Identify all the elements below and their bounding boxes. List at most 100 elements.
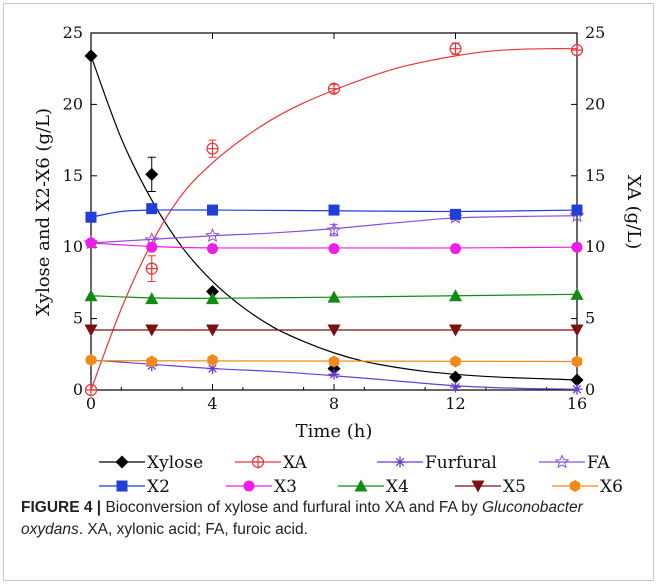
fa-point (205, 227, 220, 243)
x2-point (571, 204, 583, 216)
legend-marker-x6 (569, 480, 581, 492)
x5-point (327, 324, 341, 337)
caption-species: Gluconobacter oxydans (21, 499, 583, 538)
furfural-point (450, 381, 461, 393)
legend-label-furfural: Furfural (425, 453, 497, 473)
xylose-point (145, 167, 159, 181)
x2-point (450, 208, 461, 220)
xa-fit-line (90, 48, 578, 391)
xa-point (84, 383, 98, 397)
x6-point (571, 355, 583, 368)
legend-marker-furfural (394, 456, 406, 468)
x3-point (328, 243, 340, 255)
legend-marker-fa (554, 454, 570, 469)
legend-label-x4: X4 (386, 477, 409, 495)
x-tick-label: 8 (329, 394, 339, 413)
x5-point (84, 324, 98, 337)
xylose-point (84, 49, 98, 63)
xa-point (145, 262, 158, 276)
xylose-point (449, 370, 462, 384)
legend-item-x2: X2 (99, 477, 170, 495)
x5-point (449, 324, 462, 337)
x-tick-label: 0 (86, 394, 96, 413)
y2-tick-label: 10 (585, 237, 605, 256)
legend-item-xylose: Xylose (99, 453, 203, 473)
y2-tick-label: 5 (585, 309, 595, 328)
xa-point (327, 82, 341, 96)
x4-point (84, 289, 98, 302)
legend-item-furfural: Furfural (377, 453, 497, 473)
fa-point (326, 222, 342, 237)
x2-point (328, 204, 340, 216)
figure-caption: FIGURE 4 | Bioconversion of xylose and f… (21, 497, 641, 541)
x6-point (207, 354, 218, 367)
x6-point (146, 355, 157, 368)
legend-label-xa: XA (283, 453, 307, 473)
legend-item-x4: X4 (338, 477, 409, 495)
x-tick-label: 16 (567, 394, 587, 413)
x-axis-title: Time (h) (296, 421, 373, 442)
xa-point (449, 42, 462, 56)
x5-point (145, 324, 159, 337)
legend-marker-x3 (243, 480, 255, 492)
xylose-point (206, 284, 219, 298)
furfural-point (571, 383, 583, 395)
figure-label: FIGURE 4 | (21, 499, 102, 516)
x2-point (146, 203, 158, 215)
x6-point (85, 354, 97, 367)
xylose-fit-line (90, 55, 578, 381)
legend-marker-x5 (471, 480, 485, 493)
caption-text-end: . XA, xylonic acid; FA, furoic acid. (78, 521, 308, 538)
y-tick-label: 25 (63, 23, 83, 42)
y-tick-label: 10 (63, 237, 83, 256)
fit-curves (90, 48, 578, 391)
x-tick-label: 12 (445, 394, 465, 413)
x5-point (570, 324, 584, 337)
x2-point (207, 204, 218, 216)
legend-item-xa: XA (235, 453, 307, 473)
xa-point (206, 142, 219, 156)
y-tick-label: 15 (63, 166, 83, 185)
y2-tick-label: 0 (585, 380, 595, 399)
furfural-point (328, 368, 340, 380)
x4-point (327, 290, 341, 303)
x2-fit-line (90, 209, 578, 218)
legend-item-x5: X5 (455, 477, 526, 495)
legend-label-xylose: Xylose (147, 453, 203, 473)
legend-item-x6: X6 (552, 477, 623, 495)
legend-label-x2: X2 (147, 477, 170, 495)
x5-point (206, 324, 219, 337)
x6-point (328, 355, 340, 368)
x4-point (145, 292, 159, 305)
y2-tick-label: 15 (585, 166, 605, 185)
legend: Xylose XA Furfural FA X2 X3 X4 X5 X6 (99, 453, 623, 495)
legend-marker-xylose (115, 455, 129, 469)
y2-tick-label: 25 (585, 23, 605, 42)
figure-frame (3, 3, 654, 581)
x4-point (570, 287, 584, 300)
fa-error-bar (330, 223, 338, 237)
x6-point (450, 355, 461, 368)
y2-axis-title: XA (g/L) (623, 175, 644, 249)
x4-point (449, 289, 462, 302)
legend-label-x3: X3 (274, 477, 297, 495)
xa-point (570, 43, 584, 57)
x3-point (450, 243, 461, 255)
x2-point (85, 211, 97, 223)
furfural-point (207, 363, 218, 375)
x4-point (206, 292, 219, 305)
y-tick-label: 20 (63, 94, 83, 113)
x3-point (207, 243, 218, 255)
x-tick-label: 4 (207, 394, 217, 413)
caption-text-start: Bioconversion of xylose and furfural int… (101, 499, 482, 516)
data-points (83, 42, 585, 397)
legend-label-x5: X5 (503, 477, 526, 495)
legend-label-x6: X6 (600, 477, 623, 495)
legend-item-x3: X3 (226, 477, 297, 495)
x3-point (146, 241, 158, 253)
y-tick-label: 0 (73, 380, 83, 399)
y-axis-title: Xylose and X2-X6 (g/L) (33, 108, 54, 316)
xylose-point (570, 373, 584, 387)
